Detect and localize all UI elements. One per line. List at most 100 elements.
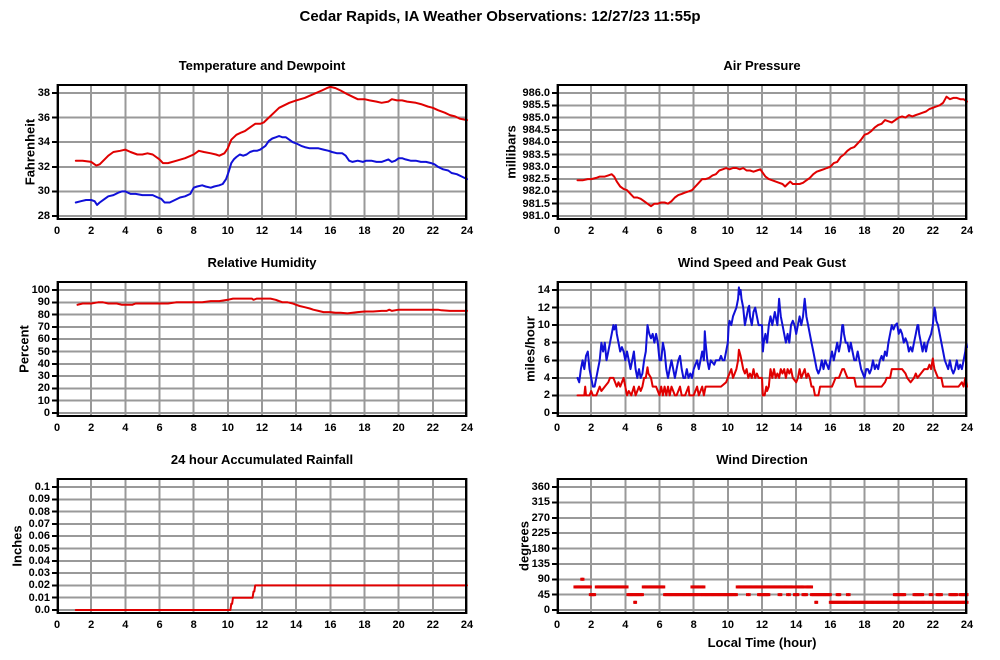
y-tick-label: 14 (537, 284, 550, 296)
x-tick-label: 14 (790, 619, 803, 631)
chart-title: Wind Direction (716, 452, 808, 467)
y-axis-label: Percent (16, 325, 31, 373)
y-tick-label: 30 (37, 370, 50, 383)
x-tick-label: 2 (88, 422, 95, 434)
x-tick-label: 2 (588, 619, 595, 631)
gridlines (556, 84, 968, 220)
plot-border (57, 281, 467, 417)
series-temperature (74, 85, 468, 167)
series-humidity (76, 297, 468, 315)
y-tick-label: 0.04 (28, 554, 50, 567)
x-tick-label: 0 (53, 225, 61, 237)
page-title: Cedar Rapids, IA Weather Observations: 1… (299, 8, 701, 25)
plot-border (557, 281, 967, 417)
x-tick-label: 6 (656, 422, 663, 434)
chart-air-pressure: Air Pressure millibars 981.0 981.5 982.0 98… (503, 58, 973, 237)
x-tick-label: 4 (122, 225, 129, 237)
y-tick-label: 60 (37, 333, 50, 346)
x-tick-label: 0 (53, 619, 61, 631)
plot-area (52, 84, 468, 220)
x-tick-label: 12 (755, 225, 769, 237)
x-tick-label: 18 (358, 619, 371, 631)
x-tick-label: 24 (460, 422, 474, 434)
x-tick-label: 16 (824, 619, 837, 631)
y-tick-label: 50 (37, 345, 50, 358)
y-tick-label: 90 (537, 573, 550, 586)
y-tick-label: 360 (531, 481, 550, 493)
chart-title: Relative Humidity (207, 255, 317, 270)
y-tick-marks (552, 92, 557, 217)
chart-title: Temperature and Dewpoint (178, 58, 346, 73)
x-tick-label: 22 (426, 619, 439, 631)
x-tick-label: 10 (221, 422, 234, 434)
x-tick-label: 14 (290, 422, 303, 434)
x-tick-label: 22 (926, 422, 939, 434)
x-tick-label: 24 (960, 619, 974, 631)
x-tick-label: 16 (324, 422, 337, 434)
y-tick-label: 4 (543, 371, 550, 384)
x-tick-label: 4 (622, 225, 629, 237)
x-tick-label: 6 (656, 225, 663, 237)
y-tick-label: 0.08 (28, 505, 50, 518)
y-tick-label: 984.5 (522, 123, 550, 136)
plot-area (52, 281, 468, 417)
x-tick-label: 18 (858, 422, 871, 434)
x-tick-label: 22 (926, 225, 939, 237)
y-tick-label: 981.0 (522, 210, 550, 222)
x-tick-label: 22 (426, 422, 439, 434)
x-tick-label: 20 (892, 619, 905, 631)
x-tick-label: 24 (460, 225, 474, 237)
x-tick-label: 4 (122, 422, 129, 434)
x-tick-label: 14 (790, 225, 803, 237)
x-tick-label: 8 (190, 225, 197, 237)
x-tick-label: 10 (721, 619, 734, 631)
y-tick-label: 225 (531, 527, 550, 540)
y-tick-label: 10 (37, 394, 50, 407)
x-tick-label: 12 (755, 619, 769, 631)
x-tick-label: 6 (156, 225, 163, 237)
x-tick-label: 2 (588, 422, 595, 434)
x-tick-label: 8 (190, 422, 197, 434)
y-axis-label: degrees (516, 521, 531, 571)
x-tick-label: 4 (122, 619, 129, 631)
y-tick-label: 983.0 (522, 160, 550, 173)
y-tick-label: 0.0 (34, 604, 50, 616)
y-tick-label: 0 (43, 407, 50, 419)
series-wind-speed (576, 348, 968, 397)
x-tick-label: 0 (553, 422, 561, 434)
y-tick-label: 0 (543, 604, 550, 616)
chart-title: Air Pressure (723, 58, 801, 73)
x-tick-label: 6 (156, 422, 163, 434)
x-tick-label: 18 (358, 422, 371, 434)
y-tick-label: 0.1 (34, 481, 50, 493)
plot-border (557, 84, 967, 220)
x-tick-label: 10 (721, 422, 734, 434)
plot-area (552, 281, 968, 417)
gridlines (56, 478, 468, 614)
plot-area (52, 478, 468, 614)
y-tick-label: 135 (531, 557, 550, 570)
y-tick-label: 982.5 (522, 173, 550, 186)
x-tick-label: 6 (156, 619, 163, 631)
x-tick-label: 0 (53, 422, 61, 434)
y-tick-label: 985.5 (522, 99, 550, 112)
plot-area (552, 478, 969, 614)
y-tick-label: 986.0 (522, 87, 550, 99)
x-tick-label: 0 (553, 619, 561, 631)
x-tick-label: 18 (358, 225, 371, 237)
y-tick-label: 36 (37, 111, 50, 124)
y-tick-label: 12 (537, 301, 550, 314)
x-tick-label: 22 (926, 619, 939, 631)
x-tick-label: 0 (553, 225, 561, 237)
x-tick-label: 10 (221, 619, 234, 631)
y-tick-label: 8 (543, 336, 550, 349)
x-axis-label: Local Time (hour) (707, 635, 817, 650)
x-tick-label: 16 (324, 225, 337, 237)
plot-area (552, 84, 968, 220)
x-tick-label: 20 (892, 422, 905, 434)
x-tick-label: 24 (460, 619, 474, 631)
y-tick-label: 270 (531, 511, 550, 524)
x-tick-label: 6 (656, 619, 663, 631)
x-tick-label: 24 (960, 422, 974, 434)
